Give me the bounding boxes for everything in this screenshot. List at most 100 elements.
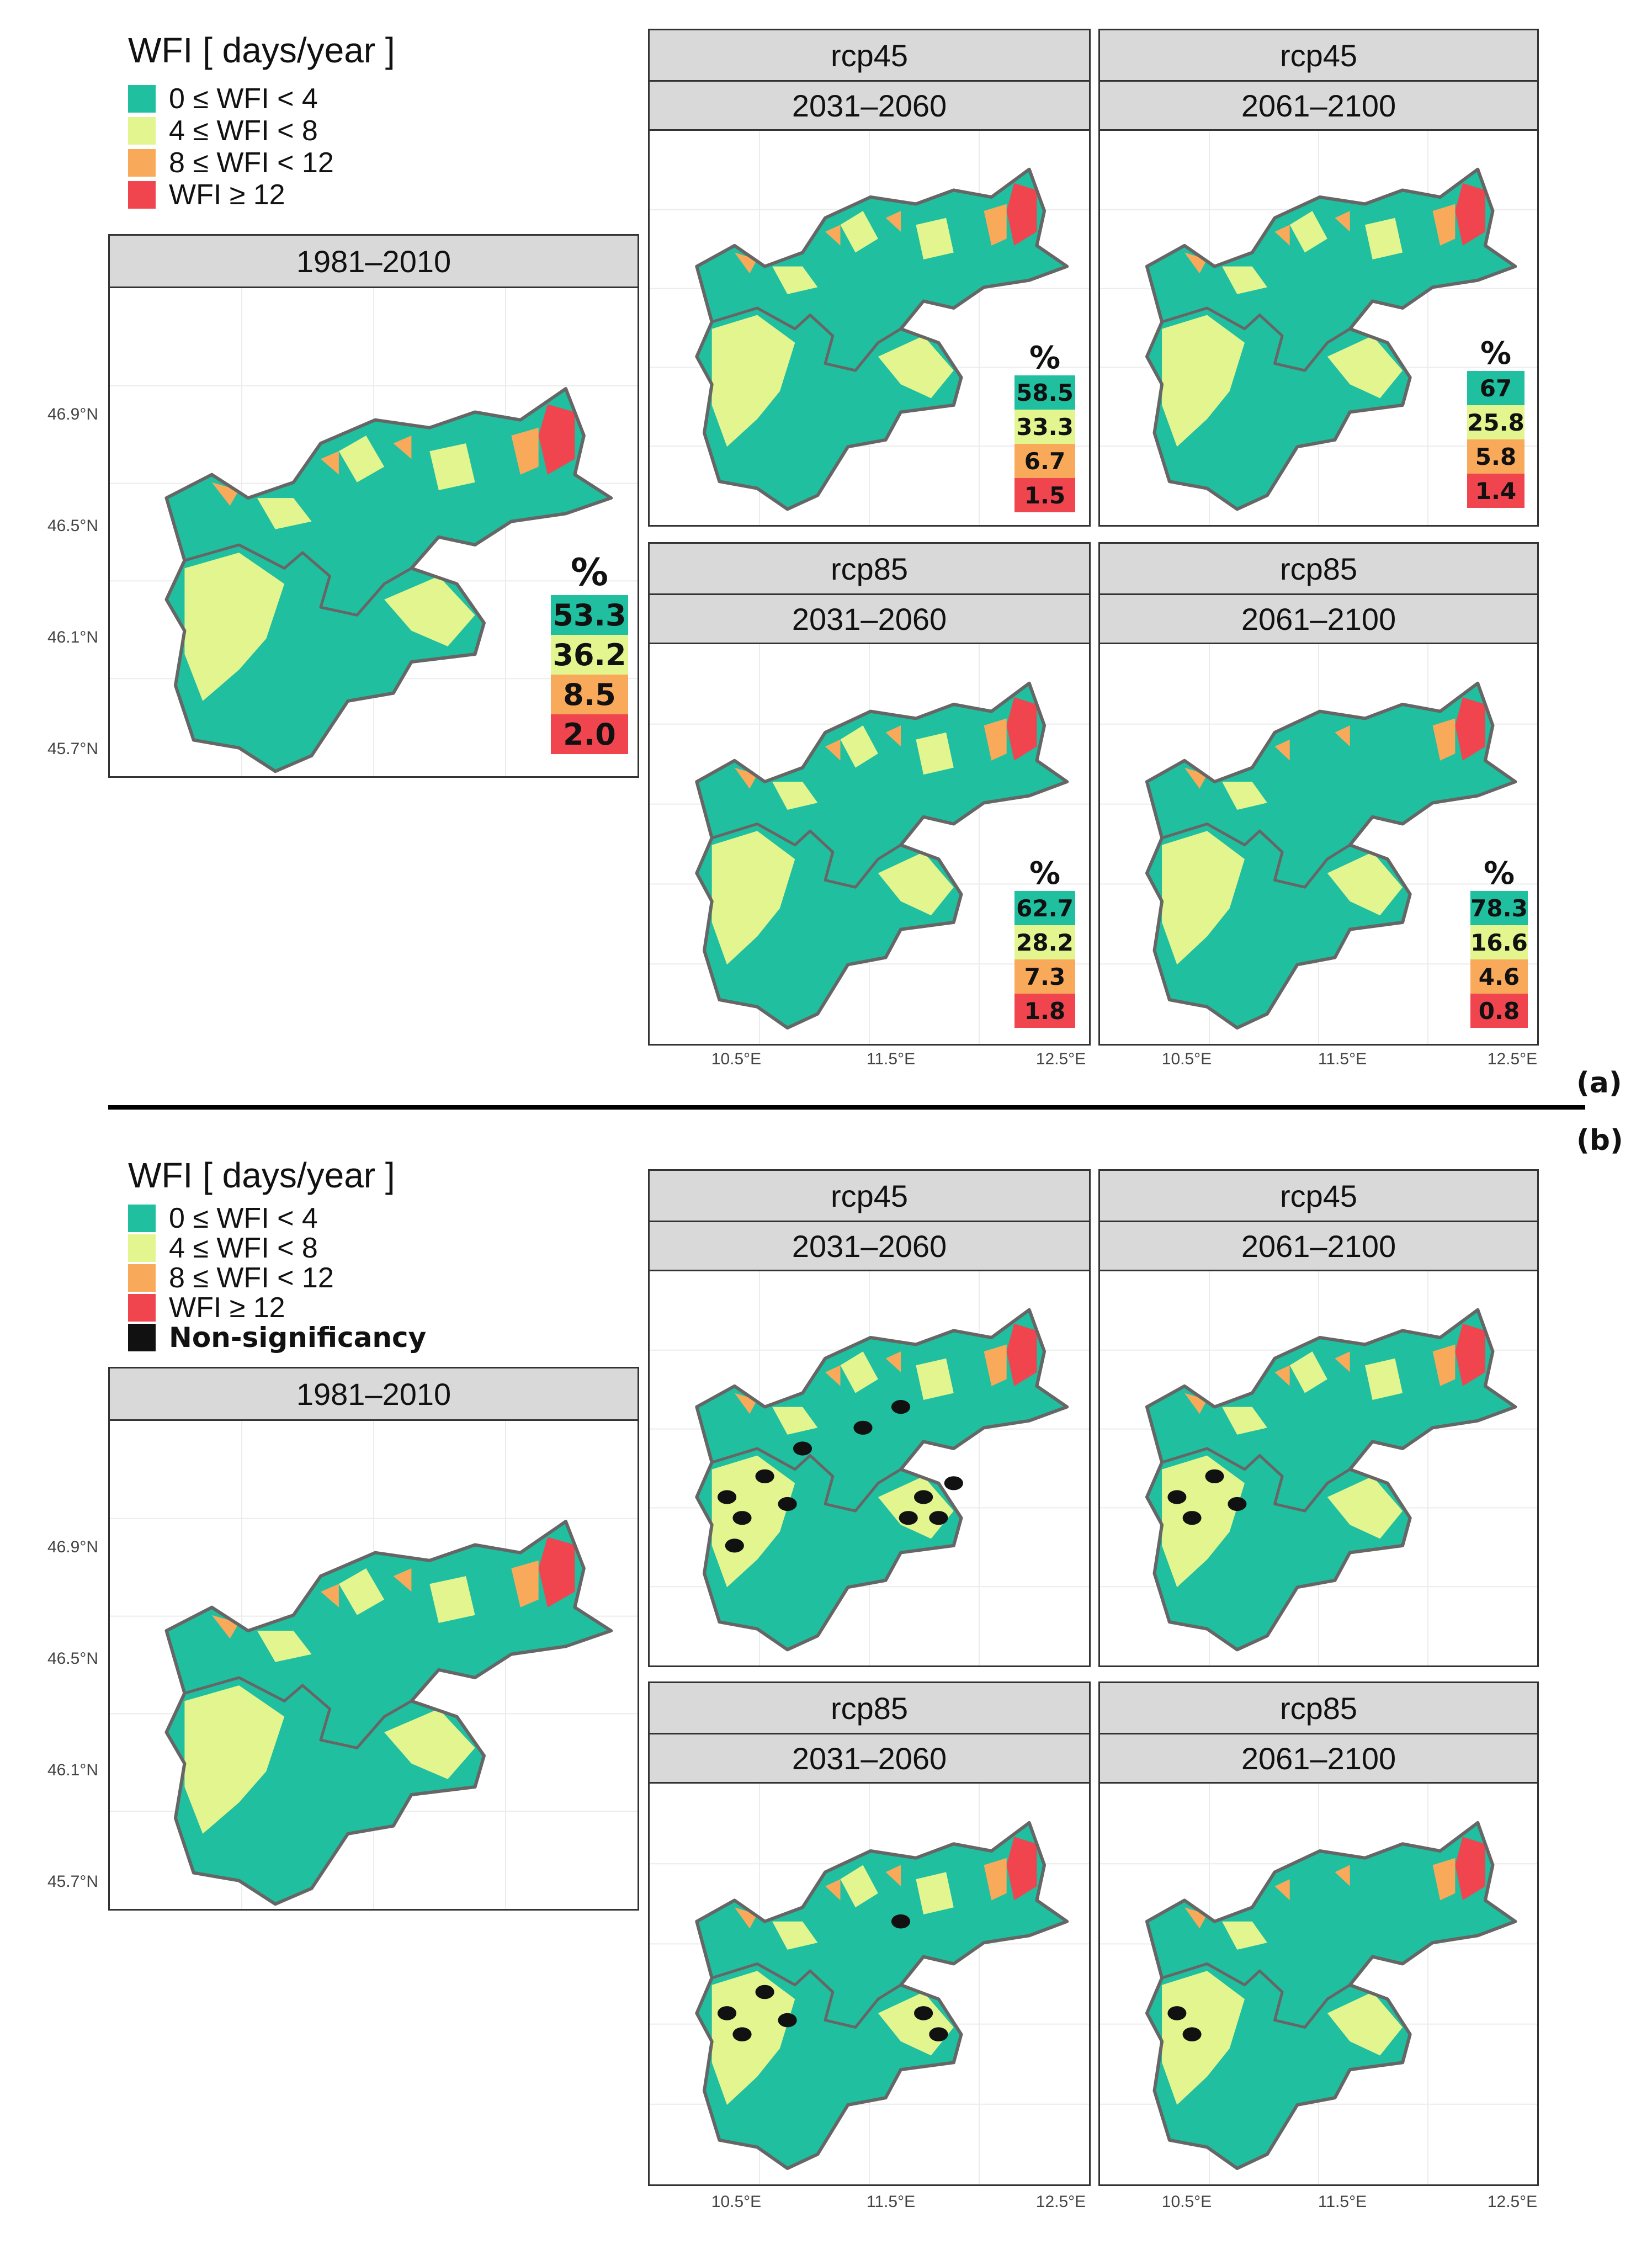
wfi-class-4-8-area [840, 1865, 878, 1908]
wfi-class-4-8-area [1222, 1921, 1267, 1950]
strip-scenario: rcp85 [648, 542, 1091, 595]
map-panel-baseline-a [108, 287, 639, 778]
wfi-class-8-12-area [825, 1879, 841, 1901]
wfi-class-12-plus-area [1455, 183, 1485, 246]
wfi-class-12-plus-area [538, 404, 575, 475]
strip-period: 2061–2100 [1098, 1221, 1539, 1271]
wfi-class-4-8-area [878, 336, 954, 399]
wfi-class-4-8-area [772, 1407, 818, 1435]
legend-b-item: 8 ≤ WFI < 12 [128, 1262, 334, 1294]
wfi-class-4-8-area [1327, 852, 1403, 916]
percent-cell-8-12: 8.5 [551, 675, 628, 714]
legend-swatch-0-4 [128, 1205, 156, 1232]
strip-period: 2031–2060 [648, 80, 1091, 131]
percent-cell-12-plus: 0.8 [1470, 994, 1528, 1028]
strip-period: 2061–2100 [1098, 1733, 1539, 1784]
wfi-class-4-8-area [711, 1455, 795, 1588]
strip-period: 2061–2100 [1098, 80, 1539, 131]
lon-tick-label: 10.5°E [711, 2193, 762, 2211]
wfi-class-4-8-area [1327, 1476, 1403, 1539]
non-significant-area [891, 1400, 911, 1414]
legend-label: 4 ≤ WFI < 8 [169, 115, 318, 147]
wfi-class-8-12-area [885, 1865, 901, 1886]
legend-swatch-12-plus [128, 1294, 156, 1322]
lat-tick-label: 46.5°N [47, 517, 98, 535]
strip-scenario: rcp45 [648, 29, 1091, 82]
non-significant-area [718, 2006, 737, 2020]
legend-label: 4 ≤ WFI < 8 [169, 1232, 318, 1264]
non-significant-area [755, 1985, 774, 1999]
non-significant-area [778, 2013, 797, 2028]
percent-cell-4-8: 33.3 [1014, 410, 1075, 444]
wfi-class-8-12-area [393, 1568, 412, 1592]
wfi-class-8-12-area [1335, 1865, 1350, 1886]
percent-symbol: % [1029, 856, 1061, 892]
map-svg [1100, 1271, 1537, 1665]
non-significant-area [1182, 1511, 1202, 1525]
legend-swatch-8-12 [128, 149, 156, 177]
wfi-class-4-8-area [257, 498, 312, 529]
wfi-class-4-8-area [338, 436, 385, 482]
legend-label: WFI ≥ 12 [169, 179, 285, 211]
wfi-class-4-8-area [1365, 1358, 1403, 1400]
non-significant-area [778, 1497, 797, 1511]
map-panel-rcp85-mid-b [648, 1782, 1091, 2186]
non-significant-area [1205, 1469, 1224, 1483]
percent-symbol: % [570, 551, 609, 595]
percent-cell-4-8: 28.2 [1014, 925, 1075, 959]
wfi-class-4-8-area [429, 443, 475, 490]
percent-cell-0-4: 62.7 [1014, 891, 1075, 925]
map-panel-rcp85-late-a [1098, 643, 1539, 1046]
legend-b-title: WFI [ days/year ] [128, 1155, 395, 1195]
map-svg [650, 1784, 1089, 2184]
wfi-class-8-12-area [1274, 1365, 1290, 1386]
legend-swatch-4-8 [128, 117, 156, 145]
percent-table-baseline: % 53.3 36.2 8.5 2.0 [551, 551, 628, 754]
map-svg [1100, 1784, 1537, 2184]
non-significant-area [944, 1476, 963, 1490]
strip-scenario: rcp85 [1098, 1681, 1539, 1734]
map-svg [650, 644, 1089, 1044]
percent-cell-4-8: 25.8 [1467, 405, 1524, 439]
percent-cell-12-plus: 1.5 [1014, 478, 1075, 512]
percent-cell-0-4: 53.3 [551, 595, 628, 635]
map-svg [1100, 131, 1537, 525]
non-significant-area [929, 1511, 948, 1525]
province-boundary [711, 816, 925, 889]
legend-a-item: 0 ≤ WFI < 4 [128, 83, 318, 115]
percent-cell-0-4: 78.3 [1470, 891, 1528, 925]
legend-label: 8 ≤ WFI < 12 [169, 1262, 334, 1294]
strip-scenario: rcp45 [1098, 29, 1539, 82]
non-significant-area [732, 1511, 752, 1525]
legend-swatch-4-8 [128, 1234, 156, 1262]
percent-table-rcp45-late: % 67 25.8 5.8 1.4 [1467, 336, 1524, 508]
non-significant-area [1167, 1490, 1187, 1504]
percent-cell-12-plus: 1.8 [1014, 994, 1075, 1028]
legend-a-item: WFI ≥ 12 [128, 179, 285, 211]
wfi-class-4-8-area [711, 831, 795, 965]
strip-period: 2061–2100 [1098, 593, 1539, 644]
wfi-class-4-8-area [916, 217, 954, 259]
percent-cell-0-4: 58.5 [1014, 375, 1075, 410]
percent-cell-12-plus: 2.0 [551, 714, 628, 754]
legend-b-item: WFI ≥ 12 [128, 1292, 285, 1324]
wfi-class-8-12-area [1432, 204, 1456, 246]
wfi-class-8-12-area [885, 211, 901, 232]
legend-b-item: Non-significancy [128, 1322, 426, 1354]
non-significant-area [914, 1490, 933, 1504]
percent-cell-0-4: 67 [1467, 371, 1524, 405]
legend-label: WFI ≥ 12 [169, 1292, 285, 1324]
wfi-class-8-12-area [393, 436, 412, 459]
wfi-class-8-12-area [825, 1365, 841, 1386]
strip-scenario: rcp45 [1098, 1169, 1539, 1222]
map-panel-rcp85-late-b [1098, 1782, 1539, 2186]
wfi-class-4-8-area [384, 576, 475, 646]
map-svg [1100, 644, 1537, 1044]
wfi-class-4-8-area [772, 782, 818, 810]
wfi-class-4-8-area [184, 1685, 285, 1834]
non-significant-area [1228, 1497, 1247, 1511]
lat-tick-label: 46.9°N [47, 405, 98, 423]
lon-tick-label: 11.5°E [1318, 1050, 1367, 1068]
non-significant-area [853, 1420, 873, 1435]
lon-tick-label: 10.5°E [1161, 2193, 1212, 2211]
